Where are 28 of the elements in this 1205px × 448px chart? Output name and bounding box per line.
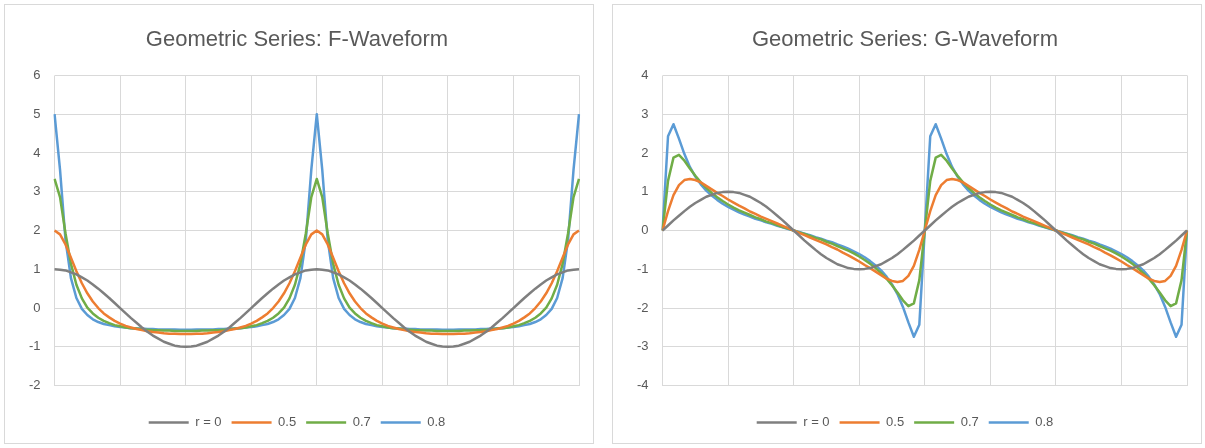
legend-label: 0.7 <box>960 414 979 430</box>
chart-title: Geometric Series: G-Waveform <box>751 26 1059 52</box>
y-tick-label: 4 <box>641 66 649 82</box>
y-tick-label: -3 <box>637 338 649 354</box>
legend-label: r = 0 <box>195 414 222 430</box>
legend-label: 0.5 <box>886 414 905 430</box>
legend-label: r = 0 <box>803 414 830 430</box>
y-tick-label: 1 <box>641 183 649 199</box>
y-tick-label: 5 <box>33 105 41 121</box>
y-tick-label: -2 <box>29 377 41 393</box>
y-tick-label: 4 <box>33 144 41 160</box>
y-tick-label: 3 <box>33 183 41 199</box>
legend-label: 0.5 <box>278 414 297 430</box>
y-tick-label: 0 <box>33 299 41 315</box>
y-tick-label: 3 <box>641 105 649 121</box>
y-tick-label: 1 <box>33 260 41 276</box>
legend-label: 0.8 <box>1035 414 1054 430</box>
y-tick-label: -4 <box>637 377 649 393</box>
legend-label: 0.8 <box>427 414 446 430</box>
y-tick-label: 0 <box>641 222 649 238</box>
y-tick-label: -1 <box>637 260 649 276</box>
legend-label: 0.7 <box>352 414 371 430</box>
chart-title: Geometric Series: F-Waveform <box>145 26 449 52</box>
y-tick-label: 6 <box>33 66 41 82</box>
y-tick-label: -2 <box>637 299 649 315</box>
y-tick-label: -1 <box>29 338 41 354</box>
y-tick-label: 2 <box>641 144 649 160</box>
y-tick-label: 2 <box>33 222 41 238</box>
